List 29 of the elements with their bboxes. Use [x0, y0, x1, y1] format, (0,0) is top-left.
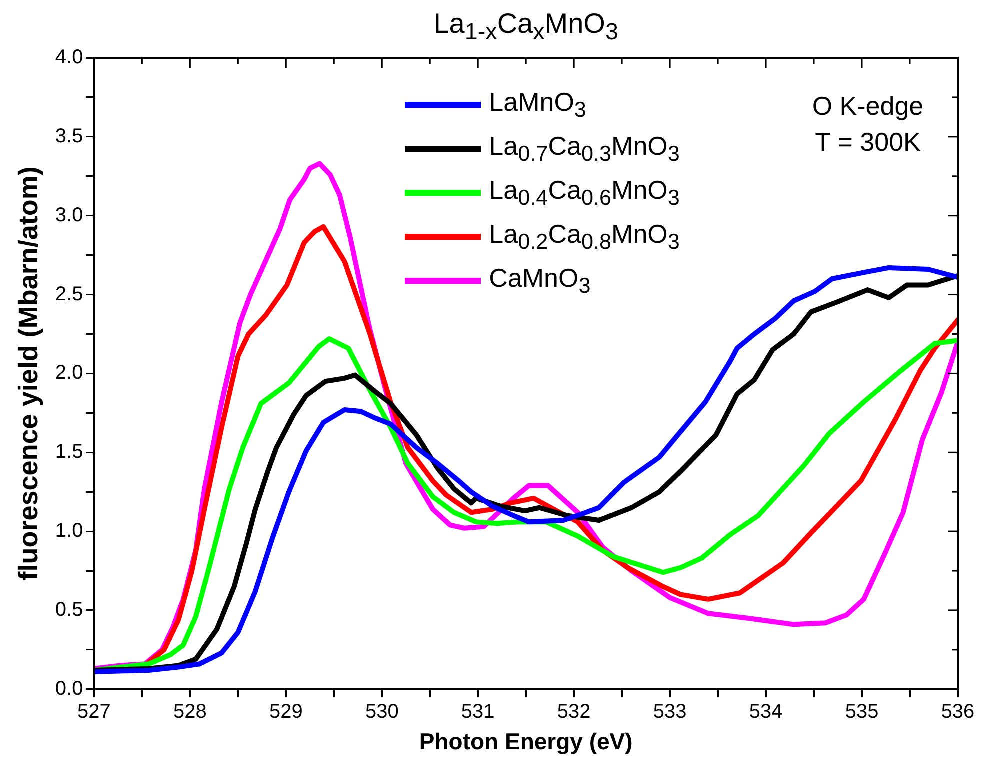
annotation: T = 300K [814, 126, 922, 159]
x-tick-label: 535 [845, 700, 879, 723]
legend-label: La$_{0.2}$Ca$_{0.8}$MnO$_{3}$ [489, 219, 680, 256]
y-tick-label: 0.5 [55, 598, 84, 621]
y-tick-label: 2.5 [55, 283, 84, 306]
legend-label: La$_{0.7}$Ca$_{0.3}$MnO$_{3}$ [489, 131, 680, 168]
y-tick-label: 1.0 [55, 520, 84, 542]
x-tick-label: 530 [365, 700, 399, 723]
annotation: O K-edge [811, 90, 925, 123]
x-tick-label: 534 [749, 700, 783, 723]
legend-label: La$_{0.4}$Ca$_{0.6}$MnO$_{3}$ [489, 175, 680, 212]
y-tick-label: 0.0 [55, 678, 84, 700]
x-tick-label: 529 [269, 700, 303, 723]
x-tick-label: 536 [941, 700, 975, 723]
x-tick-label: 527 [78, 700, 111, 723]
legend-label: CaMnO$_{3}$ [489, 263, 591, 300]
y-tick-label: 1.5 [55, 441, 84, 464]
x-tick-label: 533 [653, 700, 687, 723]
x-tick-label: 531 [461, 700, 495, 723]
x-tick-label: 528 [173, 700, 207, 723]
y-axis-title: fluorescence yield (Mbarn/atom) [14, 166, 44, 581]
y-tick-label: 2.0 [55, 362, 84, 384]
legend-label: LaMnO$_{3}$ [489, 87, 586, 124]
x-tick-label: 532 [557, 700, 591, 723]
chart-title: La$_{1-x}$Ca$_{x}$MnO$_{3}$ [434, 8, 618, 46]
y-tick-label: 3.0 [55, 204, 84, 226]
y-tick-label: 4.0 [55, 46, 84, 69]
y-tick-label: 3.5 [55, 125, 84, 148]
x-axis-title: Photon Energy (eV) [419, 728, 633, 755]
